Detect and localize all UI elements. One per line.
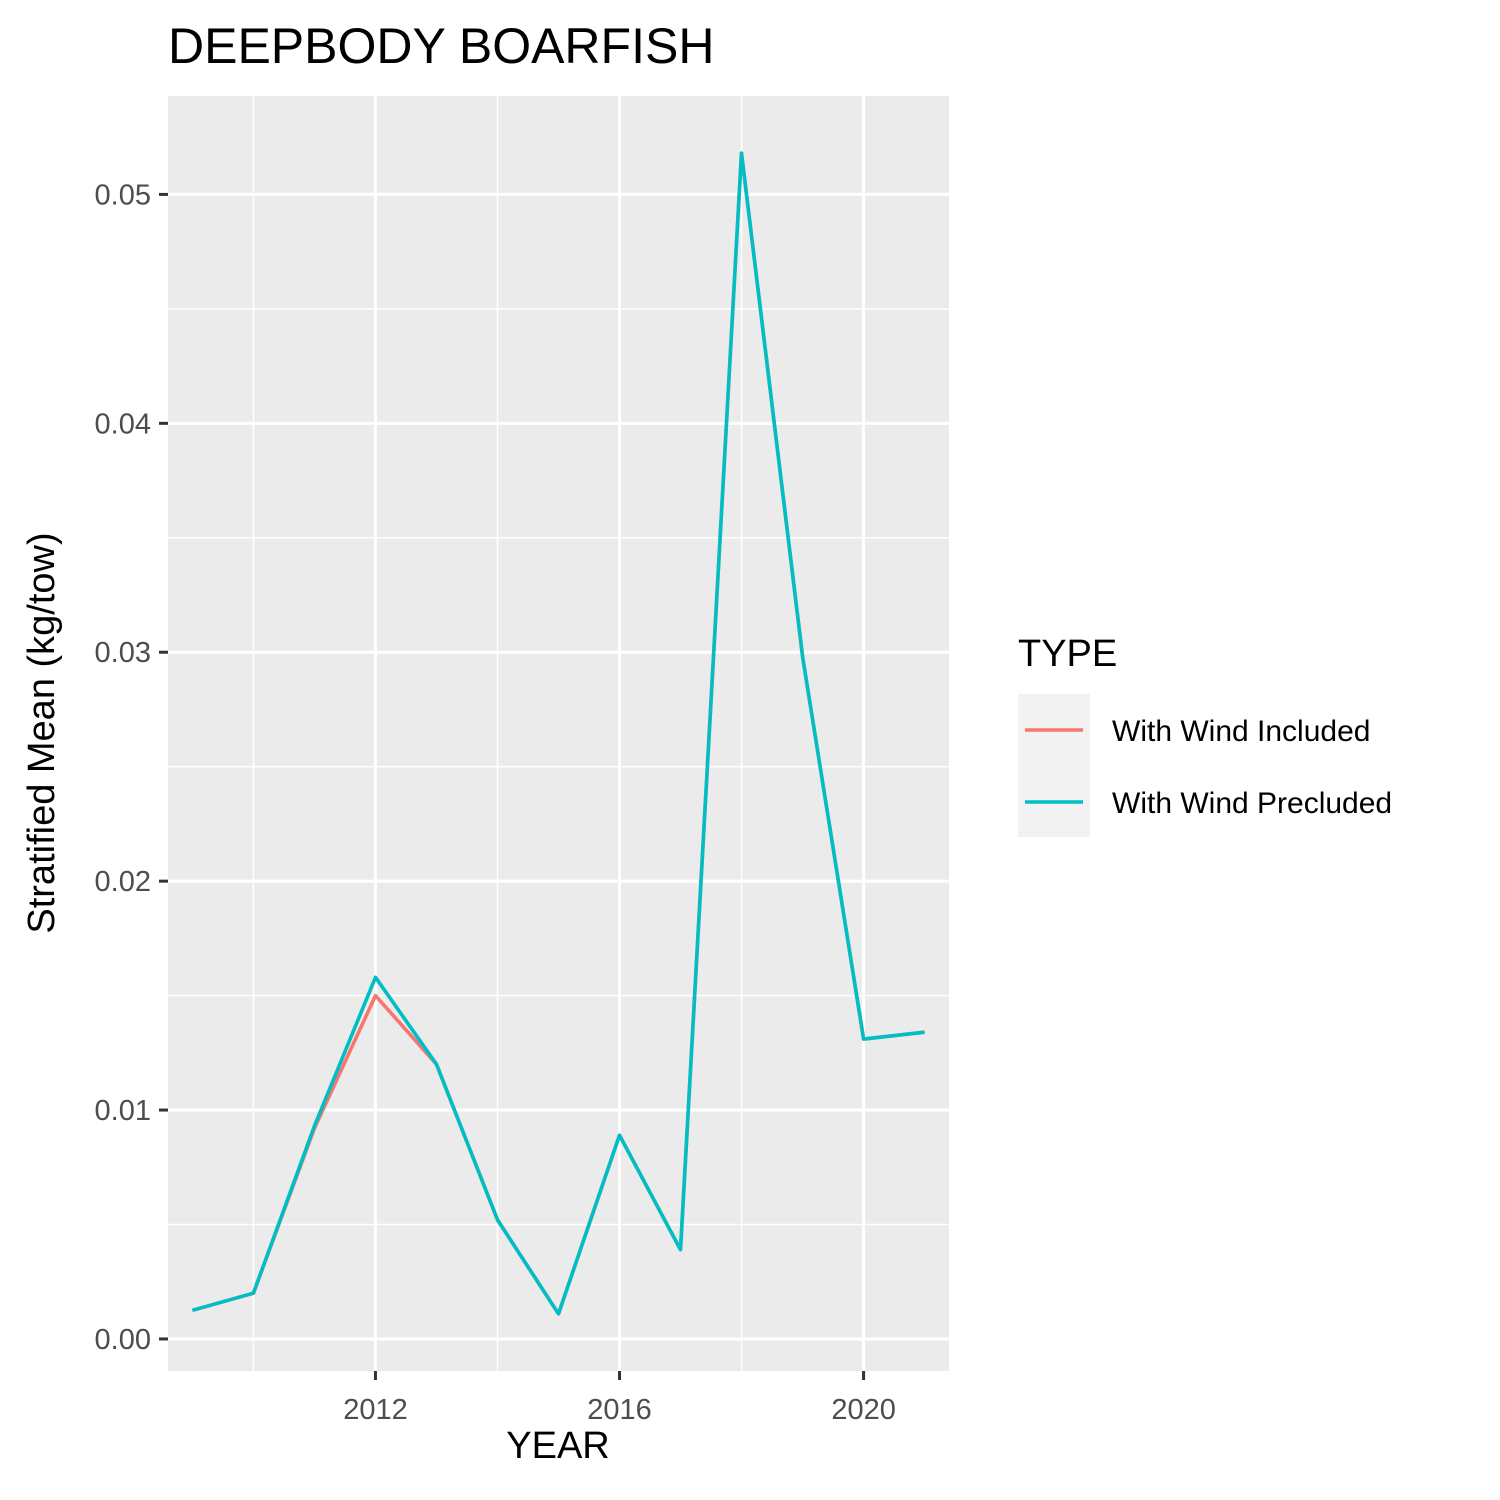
x-tick-label: 2012 bbox=[343, 1394, 408, 1426]
plot-panel bbox=[168, 96, 949, 1371]
series-line-wind-precluded bbox=[191, 151, 925, 1316]
series-lines bbox=[191, 151, 925, 1316]
y-axis: 0.00 0.01 0.02 0.03 0.04 0.05 bbox=[95, 179, 168, 1356]
y-tick-label: 0.00 bbox=[95, 1324, 151, 1356]
legend-label-wind-precluded: With Wind Precluded bbox=[1112, 787, 1392, 820]
y-tick-label: 0.02 bbox=[95, 866, 151, 898]
y-tick-label: 0.05 bbox=[95, 179, 151, 211]
x-axis: 2012 2016 2020 bbox=[343, 1371, 896, 1426]
x-tick-label: 2016 bbox=[587, 1394, 652, 1426]
legend-items: With Wind Included With Wind Precluded bbox=[1025, 715, 1392, 820]
major-gridlines bbox=[168, 96, 949, 1371]
x-axis-title: YEAR bbox=[506, 1425, 609, 1467]
legend-label-wind-included: With Wind Included bbox=[1112, 715, 1370, 748]
chart-title: DEEPBODY BOARFISH bbox=[168, 18, 714, 74]
x-tick-label: 2020 bbox=[831, 1394, 896, 1426]
y-tick-label: 0.03 bbox=[95, 637, 151, 669]
legend: TYPE With Wind Included With Wind Preclud… bbox=[1018, 633, 1392, 837]
legend-title: TYPE bbox=[1018, 633, 1117, 675]
minor-gridlines bbox=[168, 96, 949, 1371]
y-axis-title: Stratified Mean (kg/tow) bbox=[21, 532, 63, 933]
y-tick-label: 0.01 bbox=[95, 1095, 151, 1127]
legend-key-background bbox=[1018, 694, 1090, 837]
plot-panel-background bbox=[168, 96, 949, 1371]
y-tick-label: 0.04 bbox=[95, 408, 151, 440]
